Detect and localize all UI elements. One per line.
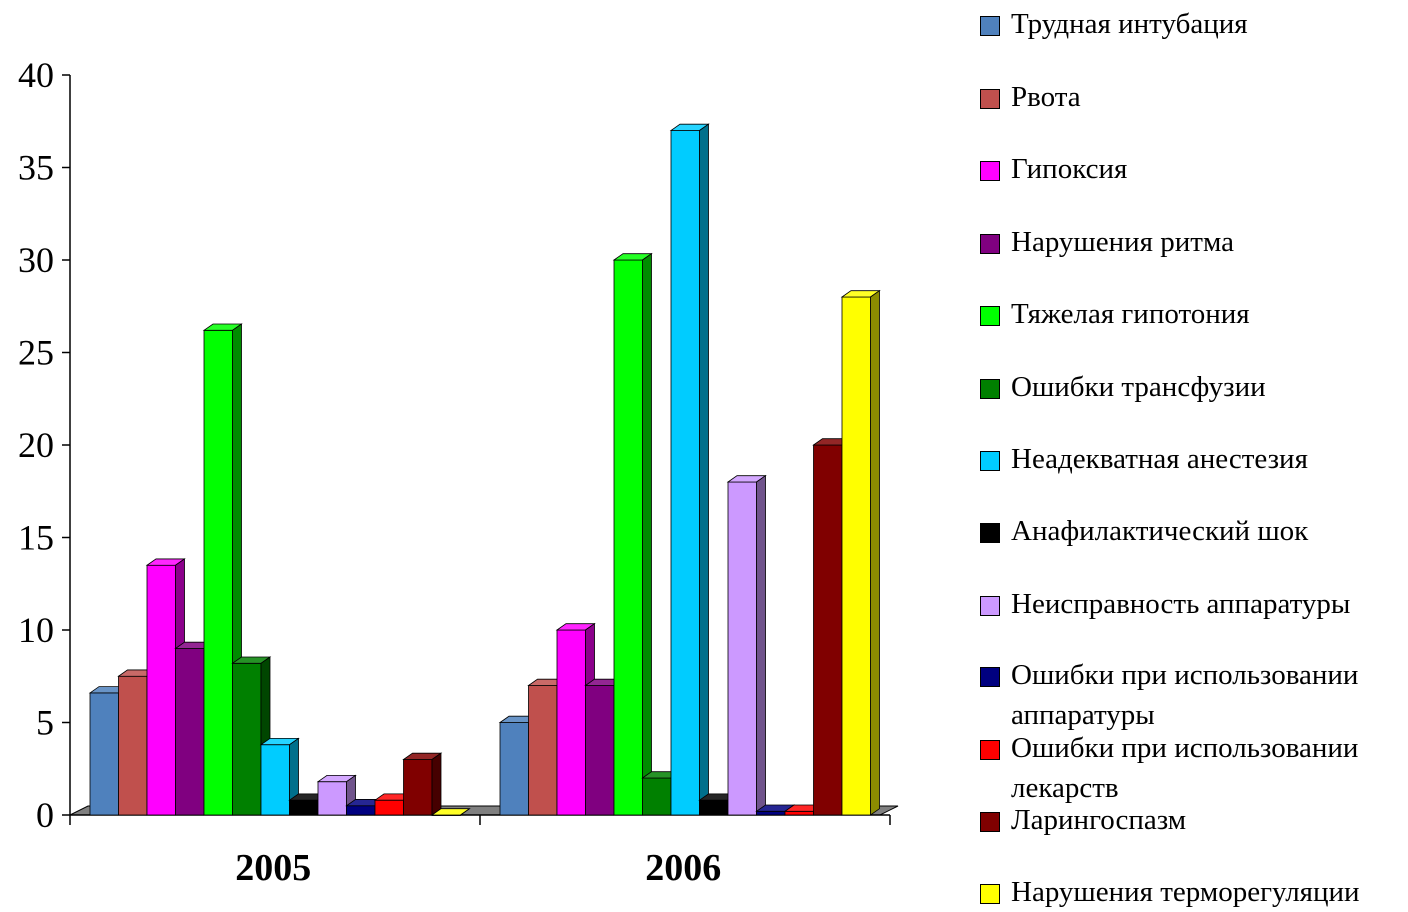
y-tick-label: 15 <box>18 518 54 558</box>
bar <box>430 808 471 816</box>
legend-label: Неисправность аппаратуры <box>1011 588 1351 620</box>
y-tick-label: 5 <box>36 703 54 743</box>
legend-swatch <box>980 161 1000 181</box>
bar <box>612 252 653 816</box>
legend-label: Нарушения ритма <box>1011 226 1234 258</box>
y-tick-label: 30 <box>18 240 54 280</box>
legend: Трудная интубация Рвота Гипоксия Нарушения … <box>980 0 1408 910</box>
bar <box>402 752 443 816</box>
legend-swatch <box>980 451 1000 471</box>
legend-swatch <box>980 379 1000 399</box>
bar <box>726 474 767 816</box>
x-category-label: 2005 <box>235 847 311 889</box>
legend-swatch <box>980 523 1000 543</box>
legend-label: Трудная интубация <box>1011 8 1248 40</box>
y-tick-label: 25 <box>18 333 54 373</box>
legend-swatch <box>980 740 1000 760</box>
legend-swatch <box>980 884 1000 904</box>
y-tick-label: 20 <box>18 425 54 465</box>
legend-label: Тяжелая гипотония <box>1011 298 1250 330</box>
y-tick-label: 10 <box>18 610 54 650</box>
legend-label: Ошибки трансфузии <box>1011 371 1266 403</box>
legend-label: Нарушения терморегуляции <box>1011 876 1360 908</box>
legend-label: Гипоксия <box>1011 153 1128 185</box>
legend-swatch <box>980 667 1000 687</box>
chart: 0 5 10 15 20 25 30 35 40 2005 2006 <box>18 55 899 889</box>
y-tick-label: 0 <box>36 795 54 835</box>
y-tick-label: 35 <box>18 148 54 188</box>
bar <box>316 774 357 816</box>
legend-swatch <box>980 16 1000 36</box>
x-category-label: 2006 <box>645 847 721 889</box>
legend-label: Рвота <box>1011 81 1081 113</box>
legend-swatch <box>980 812 1000 832</box>
y-tick-label: 40 <box>18 55 54 95</box>
legend-label: Ларингоспазм <box>1011 804 1187 836</box>
bar <box>669 123 710 816</box>
legend-label: Неадекватная анестезия <box>1011 443 1308 475</box>
legend-swatch <box>980 596 1000 616</box>
legend-swatch <box>980 89 1000 109</box>
legend-label: Ошибки при использовании аппаратуры <box>1011 659 1359 731</box>
bar <box>840 289 881 816</box>
legend-swatch <box>980 306 1000 326</box>
legend-label: Анафилактический шок <box>1011 515 1309 547</box>
legend-label: Ошибки при использовании лекарств <box>1011 732 1359 804</box>
legend-swatch <box>980 234 1000 254</box>
